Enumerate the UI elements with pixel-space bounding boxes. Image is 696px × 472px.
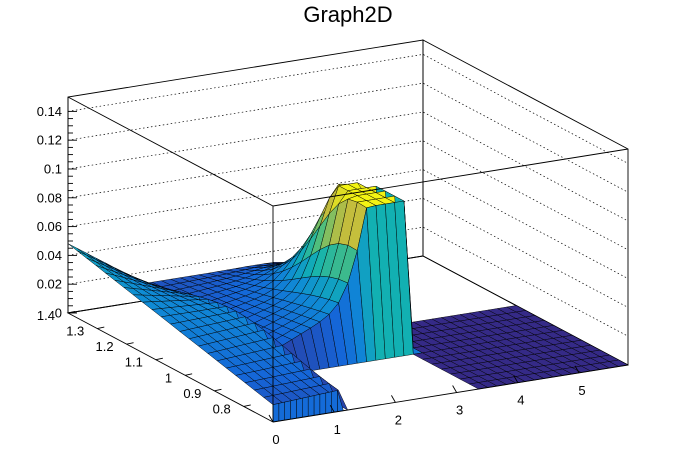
z-tick-label: 0.02 <box>37 277 62 292</box>
surface-curtain <box>290 399 297 420</box>
front-frame <box>67 96 629 423</box>
y-tick-label: 1 <box>165 370 172 385</box>
z-tick-label: 0.04 <box>37 248 62 263</box>
y-major-tick <box>185 373 193 376</box>
surface-curtain <box>307 395 315 417</box>
y-major-tick <box>97 326 105 330</box>
surface-curtain <box>313 394 321 416</box>
x-major-tick <box>329 404 335 413</box>
z-tick-label: 0.08 <box>37 190 62 205</box>
x-major-tick <box>268 414 274 423</box>
x-tick-label: 3 <box>456 403 463 418</box>
y-major-tick <box>155 357 163 361</box>
x-major-tick <box>513 375 519 383</box>
grid-line <box>67 54 629 164</box>
z-tick-label: 0.12 <box>37 133 62 148</box>
y-tick-label: 1.2 <box>95 339 113 354</box>
x-major-tick <box>391 395 396 403</box>
front-floor-edge <box>272 364 629 423</box>
z-tick-label: 0.06 <box>37 219 62 234</box>
chart-title: Graph2D <box>303 2 393 27</box>
y-major-tick <box>243 404 251 407</box>
surface-curtain <box>278 401 285 422</box>
surface-mesh <box>67 182 629 423</box>
y-tick-label: 0.8 <box>213 401 231 416</box>
surface-curtain <box>296 397 303 419</box>
x-tick-label: 2 <box>395 412 402 427</box>
x-tick-label: 5 <box>578 383 585 398</box>
y-tick-label: 0.9 <box>183 386 201 401</box>
z-tick-label: 0.1 <box>44 162 62 177</box>
y-tick-label: 1.1 <box>125 355 143 370</box>
y-tick-label: 1.3 <box>66 324 84 339</box>
axes: 0 0.02 0.04 0.06 0.08 0.1 0.12 0.14 0.8 0.9 1 1.1 1.… <box>37 97 586 447</box>
surface-curtain <box>272 403 280 423</box>
surface-cell <box>67 243 87 256</box>
z-tick-label: 0.14 <box>37 104 62 119</box>
y-major-tick <box>214 388 222 392</box>
grid-line <box>67 82 629 193</box>
y-major-tick <box>126 342 134 345</box>
x-major-tick <box>574 365 580 374</box>
y-major-tick <box>67 311 76 314</box>
x-tick-label: 4 <box>517 393 524 408</box>
y-tick-label: 1.4 <box>37 308 55 323</box>
z-tick-label: 0 <box>55 306 62 321</box>
x-major-tick <box>452 385 458 393</box>
surface-curtain <box>325 391 332 414</box>
surface-curtain <box>319 392 327 415</box>
surface-curtain <box>284 400 291 421</box>
x-tick-label: 1 <box>334 422 341 437</box>
x-tick-label: 0 <box>272 432 279 447</box>
surface-curtain <box>302 396 309 418</box>
top-front-edge <box>67 96 629 207</box>
